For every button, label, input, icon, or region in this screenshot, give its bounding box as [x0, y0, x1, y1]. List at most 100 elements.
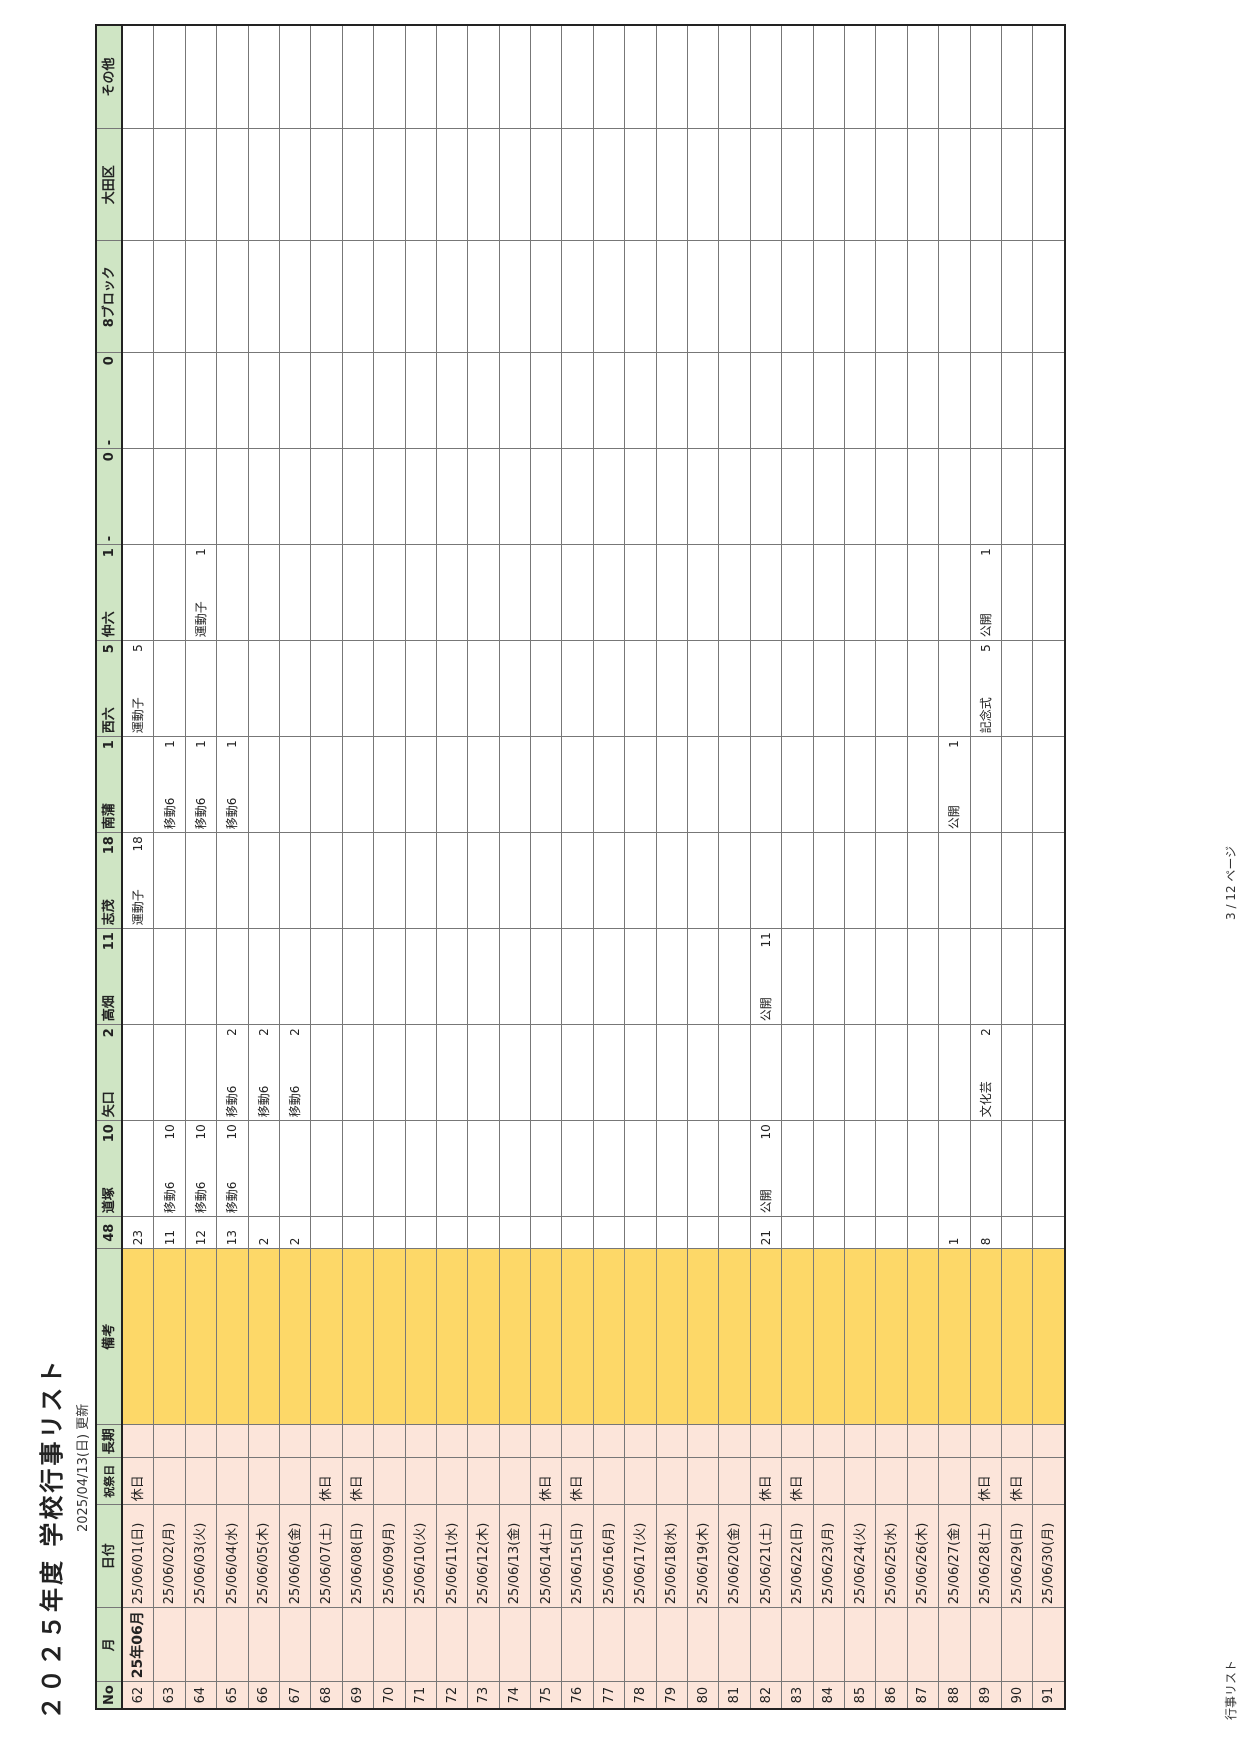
row-total: 2	[248, 1216, 280, 1249]
table-row: 91 25/06/30(月)	[1032, 24, 1065, 1709]
school-cell	[405, 736, 437, 833]
school-cell	[1001, 736, 1033, 833]
ward-cell	[467, 128, 500, 241]
row-remarks	[561, 1248, 594, 1425]
row-remarks	[907, 1248, 939, 1425]
ward-cell	[656, 128, 688, 241]
row-holiday	[436, 1457, 468, 1505]
row-month	[310, 1607, 343, 1682]
event-count: 18	[131, 836, 146, 852]
school-cell	[687, 736, 719, 833]
school-cell	[624, 448, 657, 545]
school-cell: 移動6 1	[216, 736, 249, 833]
school-cell	[938, 544, 971, 641]
other-cell	[718, 24, 751, 129]
row-holiday: 休日	[122, 1457, 154, 1505]
school-cell	[342, 832, 374, 929]
row-month	[781, 1607, 814, 1682]
school-cell	[373, 1024, 406, 1121]
table-row: 79 25/06/18(水)	[656, 24, 688, 1709]
ward-cell	[185, 128, 217, 241]
school-cell	[970, 352, 1002, 449]
school-cell	[813, 832, 845, 929]
row-long	[750, 1424, 782, 1458]
school-cell	[1032, 928, 1065, 1025]
table-row: 66 25/06/05(木) 2 移動6 2	[248, 24, 280, 1709]
school-cell	[1001, 352, 1033, 449]
school-cell	[875, 928, 908, 1025]
other-cell	[436, 24, 468, 129]
block-cell	[530, 240, 562, 353]
school-cell	[530, 544, 562, 641]
row-month: 25年06月	[122, 1607, 154, 1682]
school-cell	[781, 352, 814, 449]
school-cell	[907, 736, 939, 833]
block-cell	[1032, 240, 1065, 353]
school-cell	[624, 352, 657, 449]
school-cell	[467, 1120, 500, 1217]
school-cell	[593, 1120, 625, 1217]
school-cell	[310, 832, 343, 929]
school-cell	[1032, 736, 1065, 833]
school-cell	[279, 832, 311, 929]
row-date: 25/06/24(火)	[844, 1504, 876, 1608]
event-count: 10	[759, 1124, 773, 1140]
school-cell: 移動6 2	[279, 1024, 311, 1121]
row-month	[561, 1607, 594, 1682]
row-date: 25/06/06(金)	[279, 1504, 311, 1608]
school-cell	[279, 448, 311, 545]
row-no: 72	[436, 1681, 468, 1709]
row-no: 64	[185, 1681, 217, 1709]
table-row: 65 25/06/04(水) 13 移動6 10 移動6 2 移動6 1	[216, 24, 249, 1709]
row-date: 25/06/10(火)	[405, 1504, 437, 1608]
school-cell	[750, 1024, 782, 1121]
row-holiday	[813, 1457, 845, 1505]
ward-cell	[561, 128, 594, 241]
school-cell	[875, 1120, 908, 1217]
header-total: 48	[96, 1216, 122, 1249]
row-no: 90	[1001, 1681, 1033, 1709]
ward-cell	[342, 128, 374, 241]
school-cell	[781, 736, 814, 833]
row-total	[436, 1216, 468, 1249]
school-cell	[405, 448, 437, 545]
school-cell	[185, 928, 217, 1025]
school-cell	[499, 928, 531, 1025]
school-cell	[844, 352, 876, 449]
school-cell	[781, 1024, 814, 1121]
block-cell	[624, 240, 657, 353]
row-total	[875, 1216, 908, 1249]
row-total	[907, 1216, 939, 1249]
row-no: 82	[750, 1681, 782, 1709]
event-name: 運動子	[193, 601, 208, 638]
block-cell	[342, 240, 374, 353]
row-month	[530, 1607, 562, 1682]
row-long	[844, 1424, 876, 1458]
school-cell	[122, 928, 154, 1025]
row-month	[1001, 1607, 1033, 1682]
school-cell	[593, 928, 625, 1025]
row-remarks	[499, 1248, 531, 1425]
block-cell	[750, 240, 782, 353]
row-date: 25/06/11(水)	[436, 1504, 468, 1608]
event-name: 公開	[978, 613, 993, 638]
updated-date: 2025/04/13(日) 更新	[76, 1403, 91, 1532]
school-cell	[1001, 1024, 1033, 1121]
school-cell	[405, 1024, 437, 1121]
header-holiday: 祝祭日	[96, 1457, 122, 1505]
school-cell	[436, 1120, 468, 1217]
other-cell	[248, 24, 280, 129]
school-cell	[813, 544, 845, 641]
school-cell: 公開 1	[938, 736, 971, 833]
row-month	[813, 1607, 845, 1682]
row-holiday: 休日	[781, 1457, 814, 1505]
school-cell: 公開 11	[750, 928, 782, 1025]
school-cell	[373, 1120, 406, 1217]
row-holiday: 休日	[530, 1457, 562, 1505]
school-cell	[561, 448, 594, 545]
row-no: 83	[781, 1681, 814, 1709]
school-cell	[1032, 640, 1065, 737]
row-remarks	[405, 1248, 437, 1425]
row-date: 25/06/08(日)	[342, 1504, 374, 1608]
event-count: 5	[978, 644, 993, 652]
